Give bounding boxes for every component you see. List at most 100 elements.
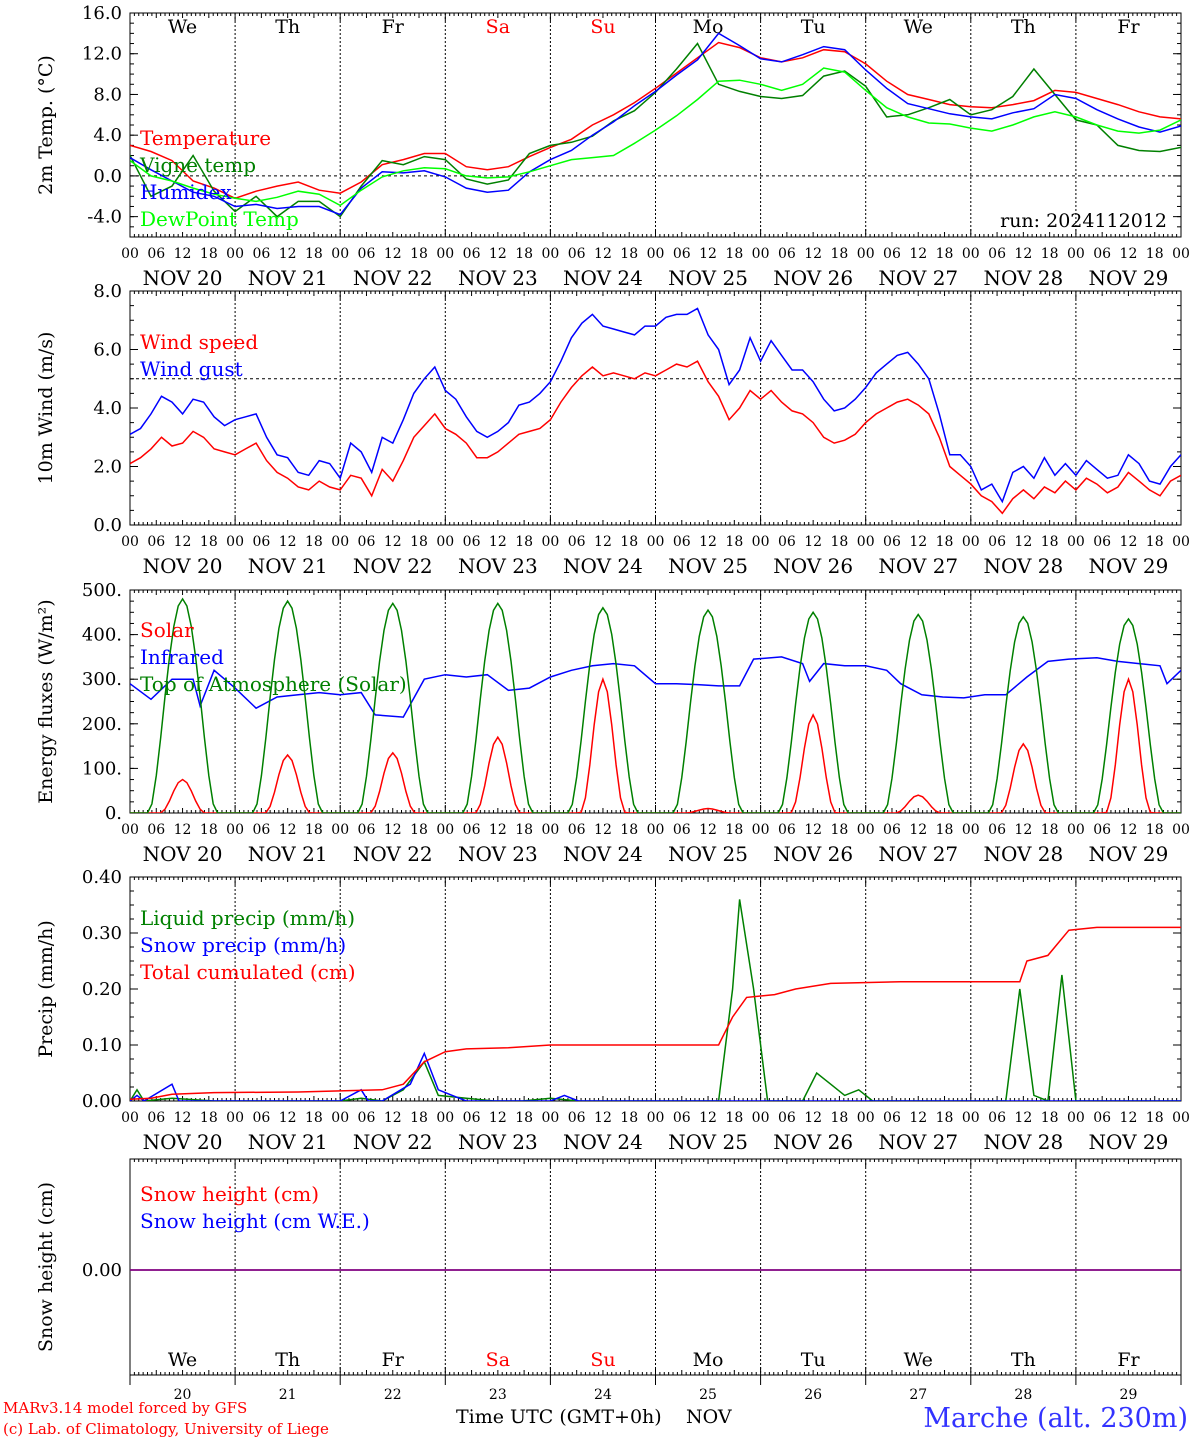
hour-tick-label: 12: [909, 246, 927, 262]
date-label: NOV 27: [878, 266, 958, 290]
hour-tick-label: 00: [1067, 1110, 1085, 1126]
hour-tick-label: 18: [410, 1110, 428, 1126]
hour-tick-label: 12: [594, 1110, 612, 1126]
hour-tick-label: 00: [436, 822, 454, 838]
date-label: NOV 21: [248, 554, 328, 578]
hour-tick-label: 06: [1093, 246, 1111, 262]
y-tick-label: 500.: [82, 580, 122, 601]
day-number-label: 28: [1014, 1387, 1032, 1403]
hour-tick-label: 00: [1172, 534, 1190, 550]
date-label: NOV 24: [563, 1130, 643, 1154]
y-tick-label: 0.20: [82, 979, 122, 1000]
date-label: NOV 28: [983, 842, 1063, 866]
hour-tick-label: 12: [489, 246, 507, 262]
hour-tick-label: 18: [936, 1110, 954, 1126]
legend-entry: Solar: [140, 618, 194, 642]
y-tick-label: 0.00: [82, 1091, 122, 1112]
hour-tick-label: 18: [725, 1110, 743, 1126]
weekday-label: We: [168, 1349, 197, 1371]
hour-tick-label: 06: [463, 822, 481, 838]
y-tick-label: 4.0: [93, 125, 122, 146]
hour-tick-label: 00: [541, 534, 559, 550]
date-label: NOV 22: [353, 266, 433, 290]
y-axis-label: Energy fluxes (W/m²): [35, 599, 57, 803]
hour-tick-label: 12: [1120, 822, 1138, 838]
hour-tick-label: 06: [673, 534, 691, 550]
hour-tick-label: 12: [279, 1110, 297, 1126]
hour-tick-label: 12: [489, 534, 507, 550]
date-label: NOV 25: [668, 266, 748, 290]
date-label: NOV 29: [1089, 1130, 1169, 1154]
hour-tick-label: 18: [831, 822, 849, 838]
hour-tick-label: 18: [1146, 822, 1164, 838]
time-axis-label: Time UTC (GMT+0h): [456, 1406, 662, 1428]
hour-tick-label: 06: [1093, 534, 1111, 550]
hour-tick-label: 12: [489, 822, 507, 838]
hour-tick-label: 06: [988, 1110, 1006, 1126]
hour-tick-label: 12: [909, 1110, 927, 1126]
day-number-label: 29: [1120, 1387, 1138, 1403]
hour-tick-label: 00: [752, 1110, 770, 1126]
hour-tick-label: 18: [936, 534, 954, 550]
day-number-label: 23: [489, 1387, 507, 1403]
hour-tick-label: 12: [1014, 1110, 1032, 1126]
hour-tick-label: 00: [1172, 1110, 1190, 1126]
hour-tick-label: 12: [279, 822, 297, 838]
legend-entry: Top of Atmosphere (Solar): [140, 672, 407, 696]
weekday-label: Th: [1011, 16, 1036, 38]
series-line-solar: [130, 676, 1181, 813]
hour-tick-label: 18: [936, 822, 954, 838]
date-label: NOV 29: [1089, 266, 1169, 290]
hour-tick-label: 00: [752, 822, 770, 838]
weekday-label: Su: [590, 1349, 615, 1371]
series-group: [130, 899, 1181, 1101]
hour-tick-label: 06: [883, 246, 901, 262]
hour-tick-label: 06: [1093, 1110, 1111, 1126]
series-group: [130, 597, 1181, 813]
date-label: NOV 25: [668, 842, 748, 866]
weekday-label: Tu: [801, 16, 826, 38]
hour-tick-label: 12: [699, 822, 717, 838]
legend-entry: Wind speed: [140, 330, 258, 354]
hour-tick-label: 06: [778, 822, 796, 838]
hour-tick-label: 12: [909, 534, 927, 550]
y-tick-label: 0.0: [93, 166, 122, 187]
hour-tick-label: 00: [1067, 534, 1085, 550]
hour-tick-label: 00: [752, 534, 770, 550]
hour-tick-label: 06: [568, 246, 586, 262]
weekday-label: Su: [590, 16, 615, 38]
hour-tick-label: 00: [121, 822, 139, 838]
weekday-label: Sa: [486, 16, 510, 38]
date-label: NOV 28: [983, 1130, 1063, 1154]
day-number-label: 22: [384, 1387, 402, 1403]
date-label: NOV 27: [878, 842, 958, 866]
hour-tick-label: 06: [778, 534, 796, 550]
hour-tick-label: 18: [1041, 246, 1059, 262]
hour-tick-label: 12: [1014, 822, 1032, 838]
hour-tick-label: 18: [831, 246, 849, 262]
y-axis-label: Precip (mm/h): [35, 920, 57, 1058]
date-label: NOV 24: [563, 266, 643, 290]
weekday-label: Fr: [1117, 16, 1140, 38]
panel-5: 0.00 Snow height (cm) We Th Fr Sa Su Mo Tu We Th Fr…: [35, 1158, 1182, 1403]
hour-tick-label: 18: [200, 1110, 218, 1126]
hour-tick-label: 18: [1041, 534, 1059, 550]
hour-tick-label: 12: [1120, 534, 1138, 550]
model-credit: MARv3.14 model forced by GFS: [3, 1399, 247, 1417]
hour-tick-label: 00: [962, 1110, 980, 1126]
weekday-label: Fr: [1117, 1349, 1140, 1371]
hour-tick-label: 00: [226, 246, 244, 262]
hour-tick-label: 12: [594, 534, 612, 550]
hour-tick-label: 12: [489, 1110, 507, 1126]
hour-tick-label: 12: [1014, 246, 1032, 262]
y-tick-label: 6.0: [93, 340, 122, 361]
date-label: NOV 26: [773, 266, 853, 290]
panel-2: 0.0 2.0 4.0 6.0 8.0 10m Wind (m/s) 00 06 12 18 NOV…: [35, 281, 1190, 578]
hour-tick-label: 00: [647, 246, 665, 262]
series-line-temperature: [130, 41, 1181, 200]
legend-entry: DewPoint Temp: [140, 207, 299, 231]
hour-tick-label: 18: [1041, 1110, 1059, 1126]
hour-tick-label: 18: [515, 822, 533, 838]
y-tick-label: -4.0: [87, 207, 122, 228]
hour-tick-label: 06: [673, 822, 691, 838]
